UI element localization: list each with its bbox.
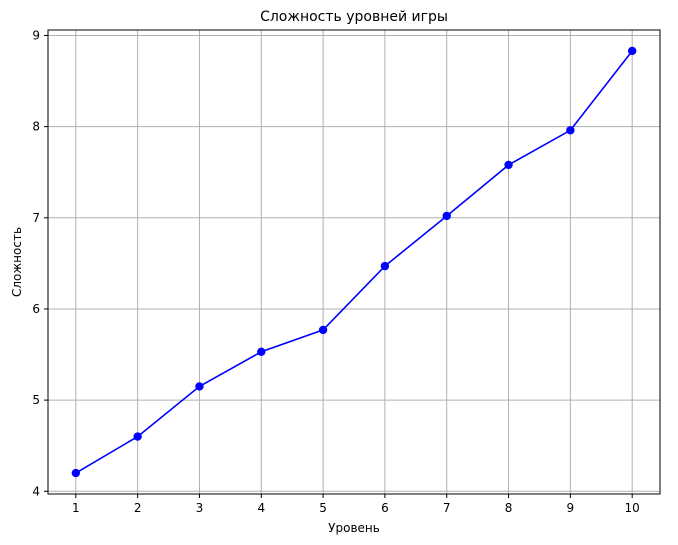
data-point bbox=[380, 261, 390, 271]
x-tick-label: 1 bbox=[72, 501, 80, 515]
data-point bbox=[504, 160, 513, 170]
data-point bbox=[318, 325, 328, 335]
x-tick-label: 10 bbox=[625, 501, 640, 515]
x-axis-label: Уровень bbox=[328, 521, 380, 535]
data-point bbox=[133, 432, 142, 441]
y-tick-label: 9 bbox=[32, 28, 40, 42]
x-tick-label: 9 bbox=[567, 501, 575, 515]
x-tick-label: 5 bbox=[319, 501, 327, 515]
y-tick-label: 4 bbox=[32, 484, 40, 498]
y-tick-label: 5 bbox=[32, 393, 40, 407]
y-axis-label: Сложность bbox=[10, 227, 24, 297]
y-tick-label: 8 bbox=[32, 120, 40, 134]
series bbox=[71, 46, 637, 478]
data-point bbox=[195, 382, 204, 391]
x-tick-label: 4 bbox=[257, 501, 265, 515]
y-tick-label: 7 bbox=[32, 211, 40, 225]
y-tick-label: 6 bbox=[32, 302, 40, 316]
y-axis-ticks: 4 5 6 7 8 9 bbox=[32, 28, 48, 498]
axes bbox=[47, 29, 661, 495]
data-point bbox=[442, 211, 451, 221]
data-point bbox=[566, 126, 575, 135]
data-point bbox=[627, 46, 637, 56]
x-tick-label: 8 bbox=[505, 501, 513, 515]
series-line bbox=[75, 50, 633, 474]
data-point bbox=[257, 347, 266, 356]
x-tick-label: 6 bbox=[381, 501, 389, 515]
plot-frame bbox=[47, 29, 661, 495]
x-tick-label: 2 bbox=[134, 501, 142, 515]
chart-title: Сложность уровней игры bbox=[260, 9, 448, 25]
x-tick-label: 3 bbox=[196, 501, 204, 515]
grid bbox=[48, 30, 660, 494]
data-point bbox=[71, 468, 81, 478]
x-tick-label: 7 bbox=[443, 501, 451, 515]
x-axis-ticks: 1 2 3 4 5 6 7 8 9 10 bbox=[72, 494, 640, 515]
